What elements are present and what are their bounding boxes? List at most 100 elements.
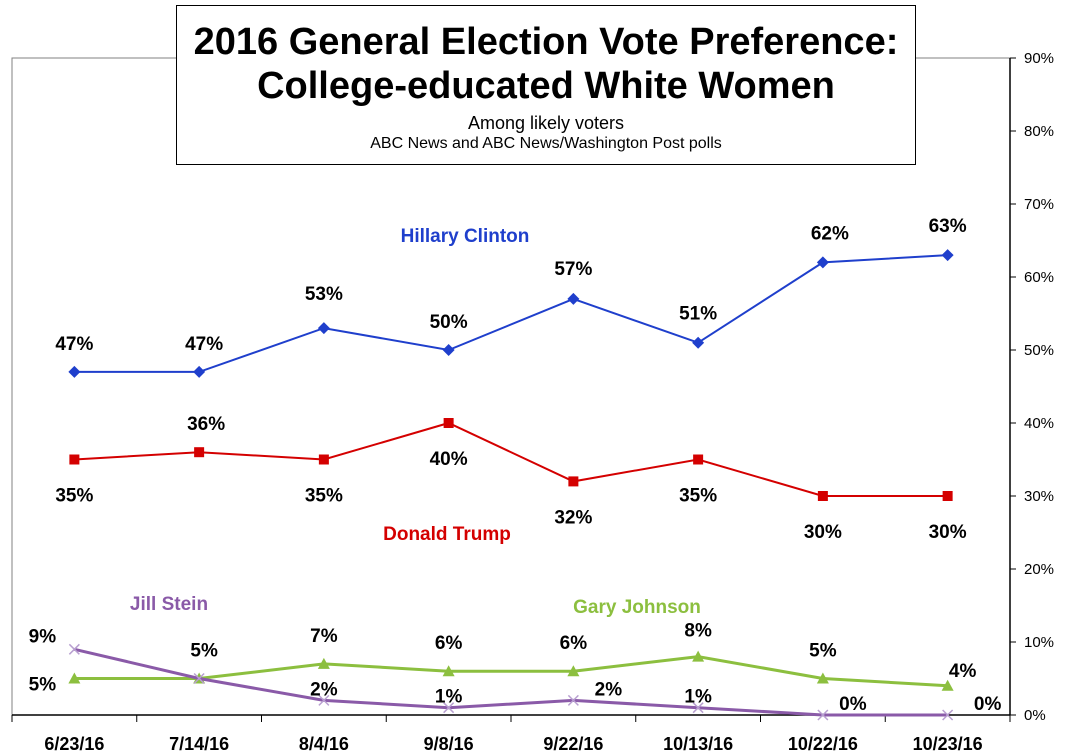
jill-stein-data-label: 0%: [839, 694, 867, 715]
y-tick-label: 90%: [1024, 50, 1054, 67]
gary-johnson-data-label: 5%: [29, 675, 57, 696]
gary-johnson-marker: [68, 672, 81, 684]
gary-johnson-data-label: 5%: [809, 641, 837, 662]
chart-title-box: 2016 General Election Vote Preference: C…: [176, 5, 916, 165]
jill-stein-data-label: 2%: [595, 679, 623, 700]
gary-johnson-marker: [317, 657, 330, 669]
y-tick-label: 20%: [1024, 561, 1054, 578]
hillary-clinton-series-name: Hillary Clinton: [401, 226, 530, 247]
jill-stein-data-label: 9%: [29, 626, 57, 647]
hillary-clinton-data-label: 57%: [554, 259, 592, 280]
jill-stein-marker-stroke: [318, 694, 330, 706]
hillary-clinton-marker: [567, 292, 580, 305]
hillary-clinton-data-label: 50%: [430, 312, 468, 333]
gary-johnson-marker: [692, 650, 705, 662]
x-tick-label: 10/23/16: [913, 734, 983, 753]
donald-trump-data-label: 32%: [554, 507, 592, 528]
chart-title-line-1: 2016 General Election Vote Preference:: [193, 21, 899, 63]
jill-stein-marker-stroke: [567, 694, 579, 706]
gary-johnson-marker: [941, 679, 954, 691]
hillary-clinton-marker: [692, 336, 705, 349]
x-tick-label: 7/14/16: [169, 734, 229, 753]
donald-trump-data-label: 35%: [305, 486, 343, 507]
donald-trump-data-label: 35%: [55, 486, 93, 507]
donald-trump-marker: [69, 454, 80, 465]
jill-stein-series-name: Jill Stein: [130, 594, 208, 615]
donald-trump-marker: [194, 447, 205, 458]
donald-trump-data-label: 30%: [929, 522, 967, 543]
hillary-clinton-marker: [442, 344, 455, 356]
donald-trump-series-name: Donald Trump: [383, 524, 511, 545]
donald-trump-marker: [693, 454, 704, 465]
hillary-clinton-data-label: 51%: [679, 304, 717, 325]
y-tick-label: 50%: [1024, 342, 1054, 359]
donald-trump-marker: [817, 491, 828, 501]
y-tick-label: 40%: [1024, 415, 1054, 432]
y-tick-label: 70%: [1024, 196, 1054, 213]
jill-stein-marker-stroke: [692, 702, 704, 714]
jill-stein-marker-stroke: [68, 643, 80, 655]
jill-stein-marker: [567, 694, 579, 706]
jill-stein-marker-stroke: [817, 709, 829, 721]
donald-trump-data-label: 30%: [804, 522, 842, 543]
donald-trump-line: [74, 421, 948, 497]
jill-stein-data-label: 1%: [684, 687, 712, 708]
jill-stein-data-label: 0%: [974, 694, 1002, 715]
gary-johnson-data-label: 8%: [684, 621, 712, 642]
gary-johnson-line: [74, 655, 948, 688]
gary-johnson-marker: [816, 672, 829, 684]
donald-trump-data-label: 40%: [430, 449, 468, 470]
gary-johnson-data-label: 4%: [949, 661, 977, 682]
chart-source: ABC News and ABC News/Washington Post po…: [370, 135, 722, 152]
gary-johnson-data-label: 5%: [190, 641, 218, 662]
y-tick-label: 0%: [1024, 707, 1046, 724]
jill-stein-marker-stroke: [942, 709, 954, 721]
jill-stein-marker: [68, 643, 80, 655]
hillary-clinton-data-label: 47%: [55, 334, 93, 355]
x-tick-label: 8/4/16: [299, 734, 349, 753]
hillary-clinton-line: [74, 254, 948, 373]
x-tick-label: 10/13/16: [663, 734, 733, 753]
y-tick-label: 80%: [1024, 123, 1054, 140]
jill-stein-line: [74, 647, 948, 717]
gary-johnson-marker: [442, 665, 455, 677]
hillary-clinton-marker: [941, 249, 954, 262]
jill-stein-data-label: 2%: [310, 679, 338, 700]
jill-stein-marker: [318, 694, 330, 706]
jill-stein-marker: [193, 672, 205, 685]
hillary-clinton-marker: [816, 256, 829, 269]
x-tick-label: 9/22/16: [543, 734, 603, 753]
hillary-clinton-data-label: 63%: [929, 216, 967, 237]
gary-johnson-data-label: 6%: [435, 633, 463, 654]
hillary-clinton-marker: [68, 365, 81, 378]
gary-johnson-data-label: 6%: [560, 633, 588, 654]
donald-trump-data-label: 36%: [187, 414, 225, 435]
jill-stein-marker-stroke: [193, 672, 205, 685]
hillary-clinton-data-label: 47%: [185, 334, 223, 355]
jill-stein-marker-stroke: [443, 702, 455, 714]
donald-trump-marker: [318, 454, 329, 465]
gary-johnson-data-label: 7%: [310, 626, 338, 647]
jill-stein-marker: [443, 702, 455, 714]
hillary-clinton-marker: [317, 322, 330, 335]
y-tick-label: 10%: [1024, 634, 1054, 651]
chart-subtitle: Among likely voters: [467, 113, 625, 133]
chart-title-line-2: College-educated White Women: [257, 65, 835, 107]
hillary-clinton-marker: [193, 365, 206, 378]
y-tick-label: 60%: [1024, 269, 1054, 286]
donald-trump-marker: [443, 418, 454, 428]
hillary-clinton-data-label: 53%: [305, 284, 343, 305]
jill-stein-marker: [817, 709, 829, 721]
hillary-clinton-data-label: 62%: [811, 223, 849, 244]
donald-trump-marker: [568, 476, 579, 487]
donald-trump-data-label: 35%: [679, 486, 717, 507]
x-tick-label: 9/8/16: [424, 734, 474, 753]
x-tick-label: 6/23/16: [44, 734, 104, 753]
jill-stein-marker: [942, 709, 954, 721]
gary-johnson-series-name: Gary Johnson: [573, 597, 701, 618]
jill-stein-marker: [692, 702, 704, 714]
y-tick-label: 30%: [1024, 488, 1054, 505]
donald-trump-marker: [942, 491, 953, 501]
jill-stein-data-label: 1%: [435, 687, 463, 708]
